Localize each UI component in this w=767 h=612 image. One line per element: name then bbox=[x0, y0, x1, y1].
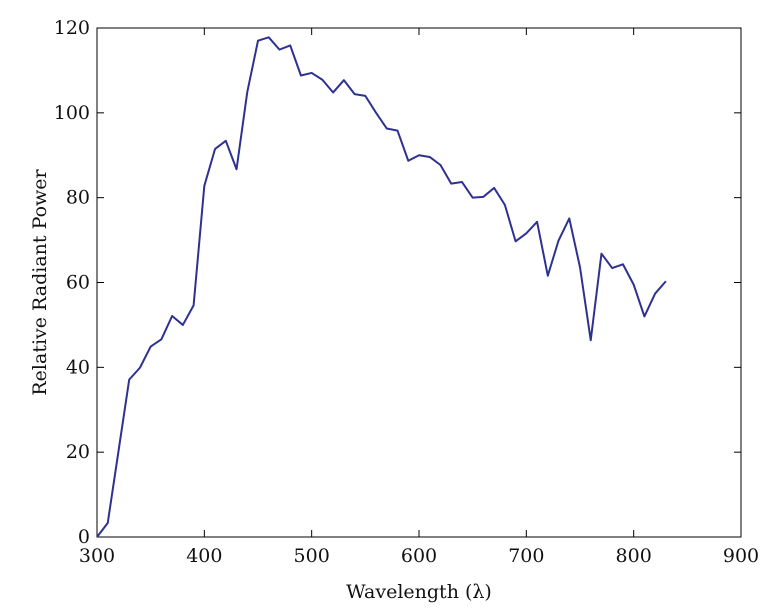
plot-frame bbox=[96, 27, 742, 538]
y-tick-label: 0 bbox=[78, 526, 90, 548]
y-tick-label: 20 bbox=[66, 441, 90, 463]
x-tick-label: 700 bbox=[508, 545, 544, 567]
series-line bbox=[96, 36, 667, 538]
x-axis: 300 400 500 600 700 800 900 bbox=[79, 28, 759, 567]
x-axis-title: Wavelength (λ) bbox=[346, 581, 492, 603]
x-tick-label: 300 bbox=[79, 545, 115, 567]
x-tick-label: 600 bbox=[401, 545, 437, 567]
y-tick-label: 120 bbox=[54, 17, 90, 39]
y-tick-label: 100 bbox=[54, 102, 90, 124]
x-tick-label: 900 bbox=[723, 545, 759, 567]
y-axis-title: Relative Radiant Power bbox=[29, 168, 51, 395]
x-tick-label: 400 bbox=[186, 545, 222, 567]
y-tick-label: 40 bbox=[66, 356, 90, 378]
y-tick-label: 80 bbox=[66, 187, 90, 209]
series-layer bbox=[96, 36, 667, 538]
x-tick-label: 800 bbox=[616, 545, 652, 567]
y-axis: 0 20 40 60 80 100 120 bbox=[54, 17, 741, 548]
y-tick-label: 60 bbox=[66, 272, 90, 294]
x-tick-label: 500 bbox=[294, 545, 330, 567]
